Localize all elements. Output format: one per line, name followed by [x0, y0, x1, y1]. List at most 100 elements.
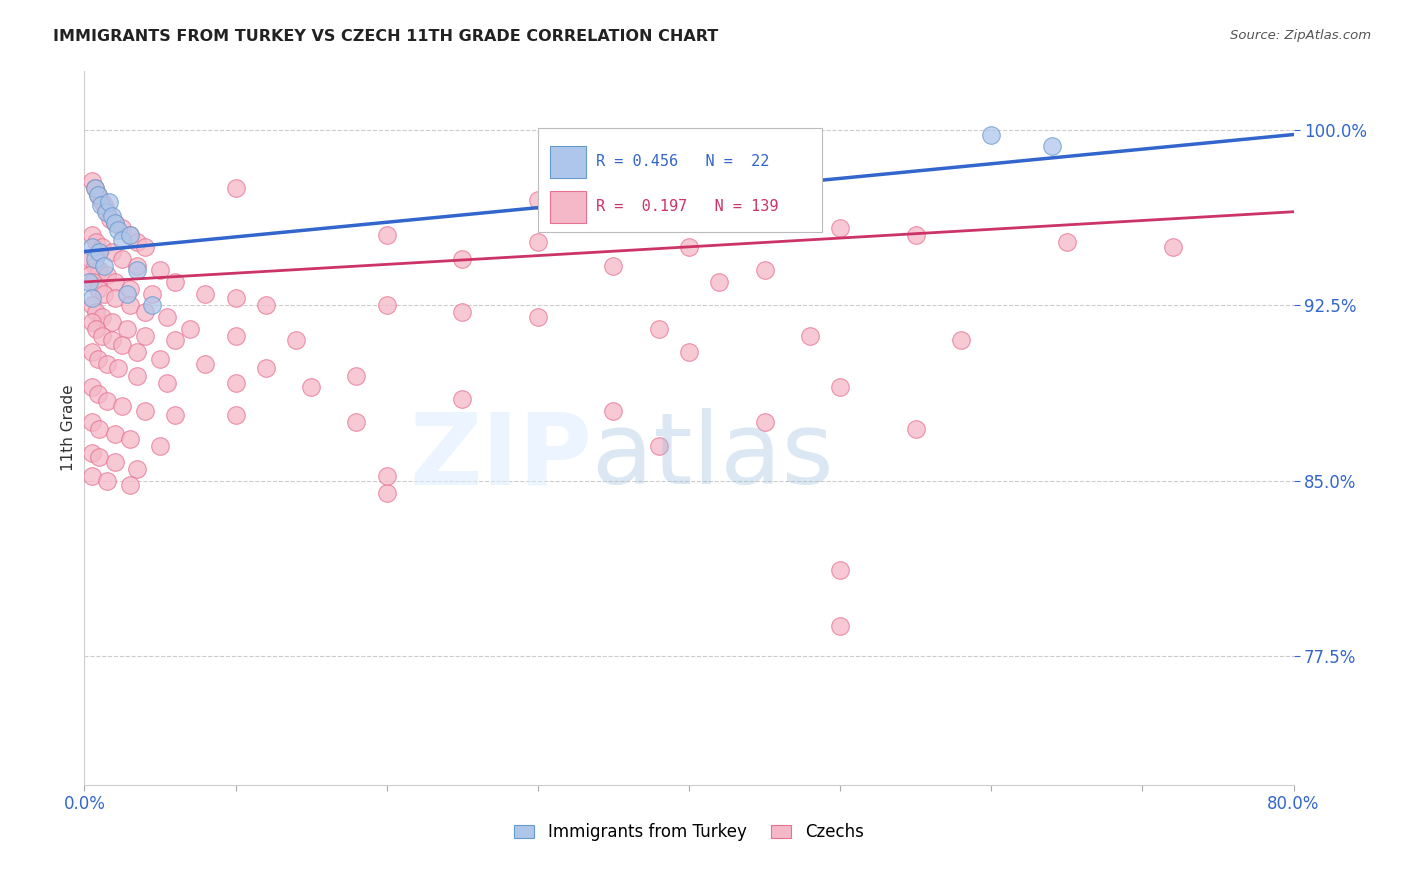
Point: [754, 263, 776, 277]
Point: [86, 322, 108, 336]
Point: [80, 174, 103, 188]
Point: [118, 282, 141, 296]
Point: [77, 275, 100, 289]
Point: [98, 211, 121, 226]
Point: [194, 357, 217, 371]
Point: [91, 240, 114, 254]
Point: [451, 252, 474, 266]
Point: [80, 315, 103, 329]
Point: [346, 415, 368, 429]
Point: [950, 334, 973, 348]
Point: [80, 240, 103, 254]
Point: [141, 286, 163, 301]
Point: [111, 233, 134, 247]
Point: [769, 135, 792, 149]
Point: [80, 228, 103, 243]
Point: [165, 409, 187, 423]
Point: [904, 228, 927, 243]
Point: [115, 322, 138, 336]
Point: [127, 368, 149, 383]
Point: [104, 427, 127, 442]
Point: [709, 275, 731, 289]
Point: [87, 188, 110, 202]
Point: [80, 298, 103, 312]
Point: [134, 305, 156, 319]
Point: [799, 328, 821, 343]
Point: [830, 380, 852, 394]
Point: [87, 387, 110, 401]
Point: [100, 210, 122, 224]
Point: [754, 415, 776, 429]
Point: [127, 345, 149, 359]
Point: [80, 345, 103, 359]
Point: [527, 310, 550, 324]
Point: [84, 181, 107, 195]
Point: [79, 252, 101, 266]
Point: [134, 328, 156, 343]
Point: [84, 259, 107, 273]
Point: [111, 338, 134, 352]
Point: [91, 328, 114, 343]
Point: [678, 240, 700, 254]
Point: [118, 298, 141, 312]
Point: [375, 298, 398, 312]
Point: [225, 291, 247, 305]
Point: [89, 244, 111, 259]
Point: [127, 263, 149, 277]
Point: [84, 252, 107, 266]
Point: [104, 455, 127, 469]
Point: [285, 334, 308, 348]
Point: [194, 286, 217, 301]
Point: [96, 204, 118, 219]
Text: IMMIGRANTS FROM TURKEY VS CZECH 11TH GRADE CORRELATION CHART: IMMIGRANTS FROM TURKEY VS CZECH 11TH GRA…: [53, 29, 718, 44]
Point: [87, 188, 110, 202]
Point: [91, 310, 114, 324]
Point: [134, 240, 156, 254]
Point: [100, 244, 122, 259]
Point: [904, 422, 927, 436]
Point: [96, 357, 118, 371]
Point: [107, 361, 129, 376]
Point: [87, 352, 110, 367]
Point: [111, 221, 134, 235]
Point: [80, 291, 103, 305]
Point: [118, 432, 141, 446]
Point: [111, 252, 134, 266]
Text: Source: ZipAtlas.com: Source: ZipAtlas.com: [1230, 29, 1371, 42]
Point: [451, 392, 474, 406]
Point: [156, 376, 179, 390]
Point: [80, 469, 103, 483]
Point: [80, 380, 103, 394]
Point: [980, 128, 1002, 142]
FancyBboxPatch shape: [538, 128, 823, 232]
Point: [127, 259, 149, 273]
Point: [89, 450, 111, 465]
Point: [118, 228, 141, 243]
Point: [375, 485, 398, 500]
Point: [225, 376, 247, 390]
Text: ZIP: ZIP: [409, 409, 592, 505]
Point: [602, 403, 624, 417]
Point: [225, 181, 247, 195]
Point: [527, 193, 550, 207]
Point: [225, 328, 247, 343]
Point: [830, 619, 852, 633]
Point: [104, 216, 127, 230]
Point: [107, 223, 129, 237]
Point: [375, 228, 398, 243]
Point: [602, 259, 624, 273]
Point: [90, 193, 112, 207]
Point: [830, 563, 852, 577]
Point: [90, 198, 112, 212]
Point: [149, 439, 172, 453]
Point: [89, 422, 111, 436]
Point: [96, 474, 118, 488]
Point: [527, 235, 550, 249]
Point: [648, 322, 671, 336]
Point: [1161, 240, 1184, 254]
Point: [87, 282, 110, 296]
Y-axis label: 11th Grade: 11th Grade: [60, 384, 76, 472]
Point: [118, 228, 141, 243]
Point: [86, 305, 108, 319]
Point: [127, 462, 149, 476]
